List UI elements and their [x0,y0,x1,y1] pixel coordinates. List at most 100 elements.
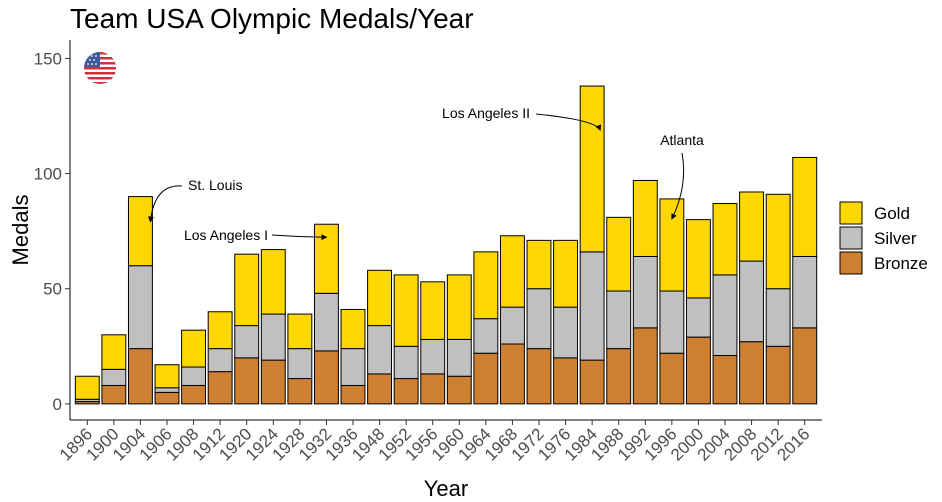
legend: Gold Silver Bronze [839,201,928,275]
bar-silver-2000 [685,297,711,338]
y-tick-label: 100 [34,165,62,184]
bar-silver-1964 [473,318,499,354]
bar-silver-1976 [553,306,579,359]
bar-bronze-1952 [393,378,419,405]
bar-gold-1932 [313,223,339,294]
bar-bronze-1904 [127,348,153,405]
bar-bronze-1920 [234,357,260,405]
bar-bronze-2004 [712,355,738,405]
y-tick-label: 150 [34,49,62,68]
bar-gold-1896 [74,375,100,400]
bar-gold-1900 [101,334,127,370]
bar-silver-1960 [446,338,472,377]
bar-silver-2012 [765,288,791,347]
bar-silver-1952 [393,345,419,380]
bar-gold-1984 [579,85,605,253]
bar-bronze-2016 [792,327,818,405]
bar-gold-1956 [420,281,446,340]
bar-gold-2016 [792,156,818,257]
bar-gold-1948 [367,269,393,327]
bar-silver-1968 [499,306,525,345]
bar-silver-1900 [101,368,127,386]
plot-area [74,85,818,405]
bar-gold-1924 [260,249,286,315]
bar-gold-1960 [446,274,472,340]
bar-bronze-1984 [579,359,605,405]
bar-bronze-1928 [287,378,313,405]
bar-silver-1996 [659,290,685,354]
bar-gold-1912 [207,311,233,350]
bar-gold-2004 [712,203,738,276]
legend-key-gold [839,201,863,225]
annotation-los-angeles-ii: Los Angeles II [442,105,530,121]
bar-bronze-2000 [685,336,711,405]
bar-gold-1904 [127,196,153,267]
bar-bronze-1992 [632,327,658,405]
bar-gold-1928 [287,313,313,350]
bar-bronze-1960 [446,375,472,405]
annotation-atlanta: Atlanta [660,132,704,148]
bar-gold-1996 [659,198,685,292]
bar-silver-1920 [234,325,260,359]
legend-label-silver: Silver [874,229,917,248]
bar-silver-1928 [287,348,313,380]
x-axis-ticks: 1896190019041906190819121920192419281932… [56,420,814,465]
bar-bronze-1900 [101,384,127,405]
bar-gold-1952 [393,274,419,347]
bar-gold-1908 [181,329,207,368]
bar-bronze-1968 [499,343,525,405]
bar-gold-1920 [234,253,260,327]
bar-gold-1936 [340,308,366,350]
bar-gold-1992 [632,179,658,257]
bar-bronze-1912 [207,371,233,405]
bar-bronze-2012 [765,345,791,405]
bar-silver-1992 [632,255,658,329]
legend-key-silver [839,226,863,250]
bar-bronze-1996 [659,352,685,405]
bar-gold-2008 [739,191,765,262]
y-tick-label: 0 [53,395,62,414]
bar-gold-1976 [553,239,579,308]
bar-bronze-1906 [154,391,180,405]
annotation-arrow [147,185,183,223]
legend-key-bronze [839,251,863,275]
bar-bronze-1936 [340,384,366,405]
legend-label-bronze: Bronze [874,254,928,273]
annotation-arrow [535,113,602,131]
bar-silver-1956 [420,338,446,375]
bar-bronze-1924 [260,359,286,405]
bar-bronze-1976 [553,357,579,405]
annotations: St. Louis Los Angeles I Los Angeles II Atla… [147,105,704,243]
bar-bronze-1988 [606,348,632,405]
bar-gold-1968 [499,235,525,308]
annotation-arrow [671,152,685,220]
annotation-st-louis: St. Louis [188,177,242,193]
bar-gold-2000 [685,219,711,299]
y-axis-ticks: 0 50 100 150 [34,49,70,414]
bar-silver-2004 [712,274,738,357]
bar-silver-1972 [526,288,552,350]
bar-bronze-1908 [181,384,207,405]
bar-bronze-1964 [473,352,499,405]
bar-silver-1948 [367,325,393,375]
bar-bronze-1932 [313,350,339,405]
bar-silver-1984 [579,251,605,361]
bar-silver-1908 [181,366,207,386]
x-axis-title: Year [424,476,468,501]
bar-silver-1988 [606,290,632,350]
bar-silver-1912 [207,348,233,373]
us-flag-icon [84,52,116,84]
legend-label-gold: Gold [874,204,910,223]
bar-silver-2008 [739,260,765,343]
bar-gold-2012 [765,193,791,290]
bar-gold-1988 [606,216,632,292]
annotation-los-angeles-i: Los Angeles I [184,227,268,243]
bar-gold-1964 [473,251,499,320]
bar-silver-2016 [792,255,818,329]
bar-silver-1936 [340,348,366,386]
bar-gold-1972 [526,239,552,290]
bar-silver-1924 [260,313,286,361]
bar-bronze-1972 [526,348,552,405]
bar-silver-1932 [313,292,339,352]
